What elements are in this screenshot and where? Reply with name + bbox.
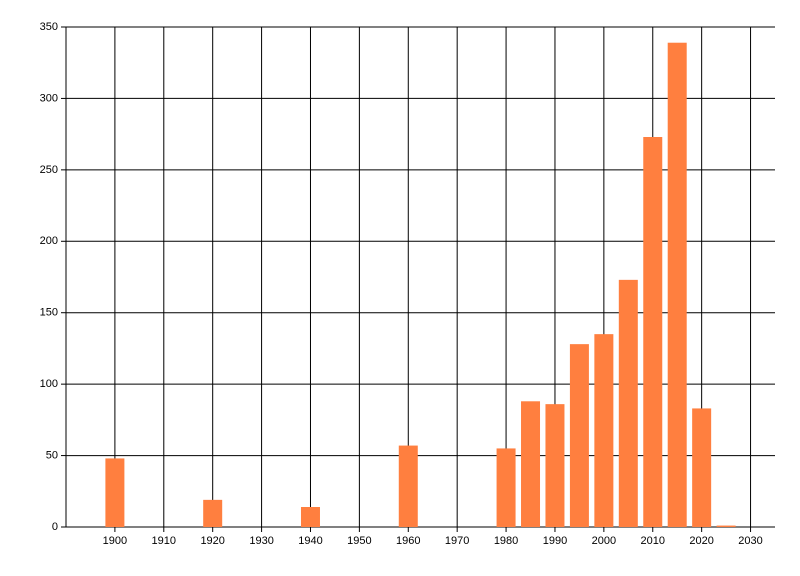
x-tick-label: 2020 — [689, 535, 713, 547]
bar — [716, 525, 736, 527]
x-tick-label: 1920 — [200, 535, 224, 547]
x-tick-label: 1960 — [396, 535, 420, 547]
bar — [545, 404, 565, 527]
x-tick-label: 2010 — [641, 535, 665, 547]
y-tick-label: 150 — [40, 307, 58, 319]
x-tick-label: 1940 — [298, 535, 322, 547]
x-tick-label: 1950 — [347, 535, 371, 547]
bar — [643, 137, 663, 527]
bar — [521, 401, 541, 527]
y-tick-label: 50 — [46, 449, 58, 461]
x-tick-label: 1990 — [543, 535, 567, 547]
x-tick-label: 1970 — [445, 535, 469, 547]
bar — [203, 499, 223, 527]
x-tick-label: 1910 — [152, 535, 176, 547]
y-tick-label: 250 — [40, 164, 58, 176]
bar — [105, 458, 125, 527]
bar — [618, 279, 638, 527]
x-tick-label: 2000 — [592, 535, 616, 547]
x-tick-label: 1980 — [494, 535, 518, 547]
x-tick-label: 1930 — [249, 535, 273, 547]
bar — [569, 344, 589, 527]
x-tick-label: 2030 — [738, 535, 762, 547]
y-tick-label: 300 — [40, 92, 58, 104]
bar — [496, 448, 516, 527]
bar — [667, 42, 687, 527]
y-tick-label: 0 — [52, 521, 58, 533]
bar — [300, 507, 320, 527]
x-tick-label: 1900 — [103, 535, 127, 547]
bar — [398, 445, 418, 527]
y-tick-label: 200 — [40, 235, 58, 247]
bar — [692, 408, 712, 527]
bar — [594, 334, 614, 527]
y-tick-label: 350 — [40, 21, 58, 33]
y-tick-label: 100 — [40, 378, 58, 390]
